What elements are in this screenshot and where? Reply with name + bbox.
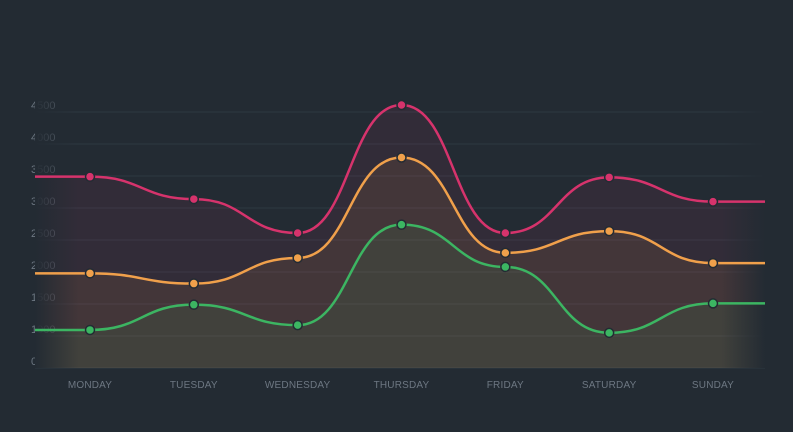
x-tick-label: WEDNESDAY (265, 380, 331, 391)
data-point (397, 153, 406, 162)
x-tick-label: SUNDAY (692, 380, 734, 391)
data-point (709, 197, 718, 206)
data-point (293, 253, 302, 262)
data-point (86, 325, 95, 334)
data-point (189, 300, 198, 309)
data-point (293, 321, 302, 330)
data-point (605, 173, 614, 182)
data-point (709, 259, 718, 268)
x-tick-label: FRIDAY (487, 380, 524, 391)
x-tick-label: TUESDAY (170, 380, 218, 391)
data-point (86, 269, 95, 278)
data-point (501, 229, 510, 238)
data-point (189, 195, 198, 204)
x-tick-label: MONDAY (68, 380, 112, 391)
data-point (397, 101, 406, 110)
x-tick-label: SATURDAY (582, 380, 637, 391)
data-point (189, 279, 198, 288)
data-point (709, 299, 718, 308)
data-point (501, 262, 510, 271)
data-point (293, 229, 302, 238)
x-axis-ticks: MONDAY TUESDAY WEDNESDAY THURSDAY FRIDAY SATU… (68, 380, 734, 391)
data-point (86, 172, 95, 181)
data-point (397, 220, 406, 229)
x-tick-label: THURSDAY (374, 380, 430, 391)
data-point (605, 328, 614, 337)
data-point (501, 248, 510, 257)
data-point (605, 227, 614, 236)
